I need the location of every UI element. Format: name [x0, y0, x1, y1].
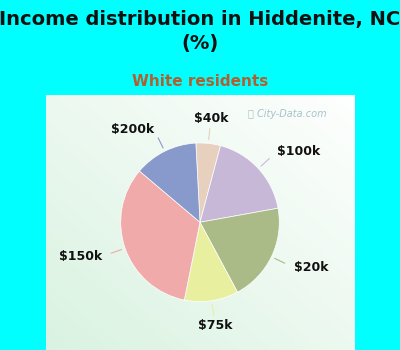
Text: $40k: $40k	[194, 112, 228, 125]
Text: $200k: $200k	[110, 122, 154, 136]
Wedge shape	[200, 146, 278, 222]
Text: $150k: $150k	[58, 250, 102, 263]
Text: White residents: White residents	[132, 74, 268, 89]
Wedge shape	[121, 171, 200, 300]
Text: $75k: $75k	[198, 318, 232, 331]
Wedge shape	[140, 143, 200, 222]
Wedge shape	[200, 208, 279, 292]
Text: Income distribution in Hiddenite, NC
(%): Income distribution in Hiddenite, NC (%)	[0, 10, 400, 53]
Wedge shape	[196, 143, 220, 222]
Text: $20k: $20k	[294, 261, 328, 274]
Wedge shape	[184, 222, 238, 302]
Text: $100k: $100k	[276, 145, 320, 159]
Text: Ⓜ City-Data.com: Ⓜ City-Data.com	[248, 110, 327, 119]
